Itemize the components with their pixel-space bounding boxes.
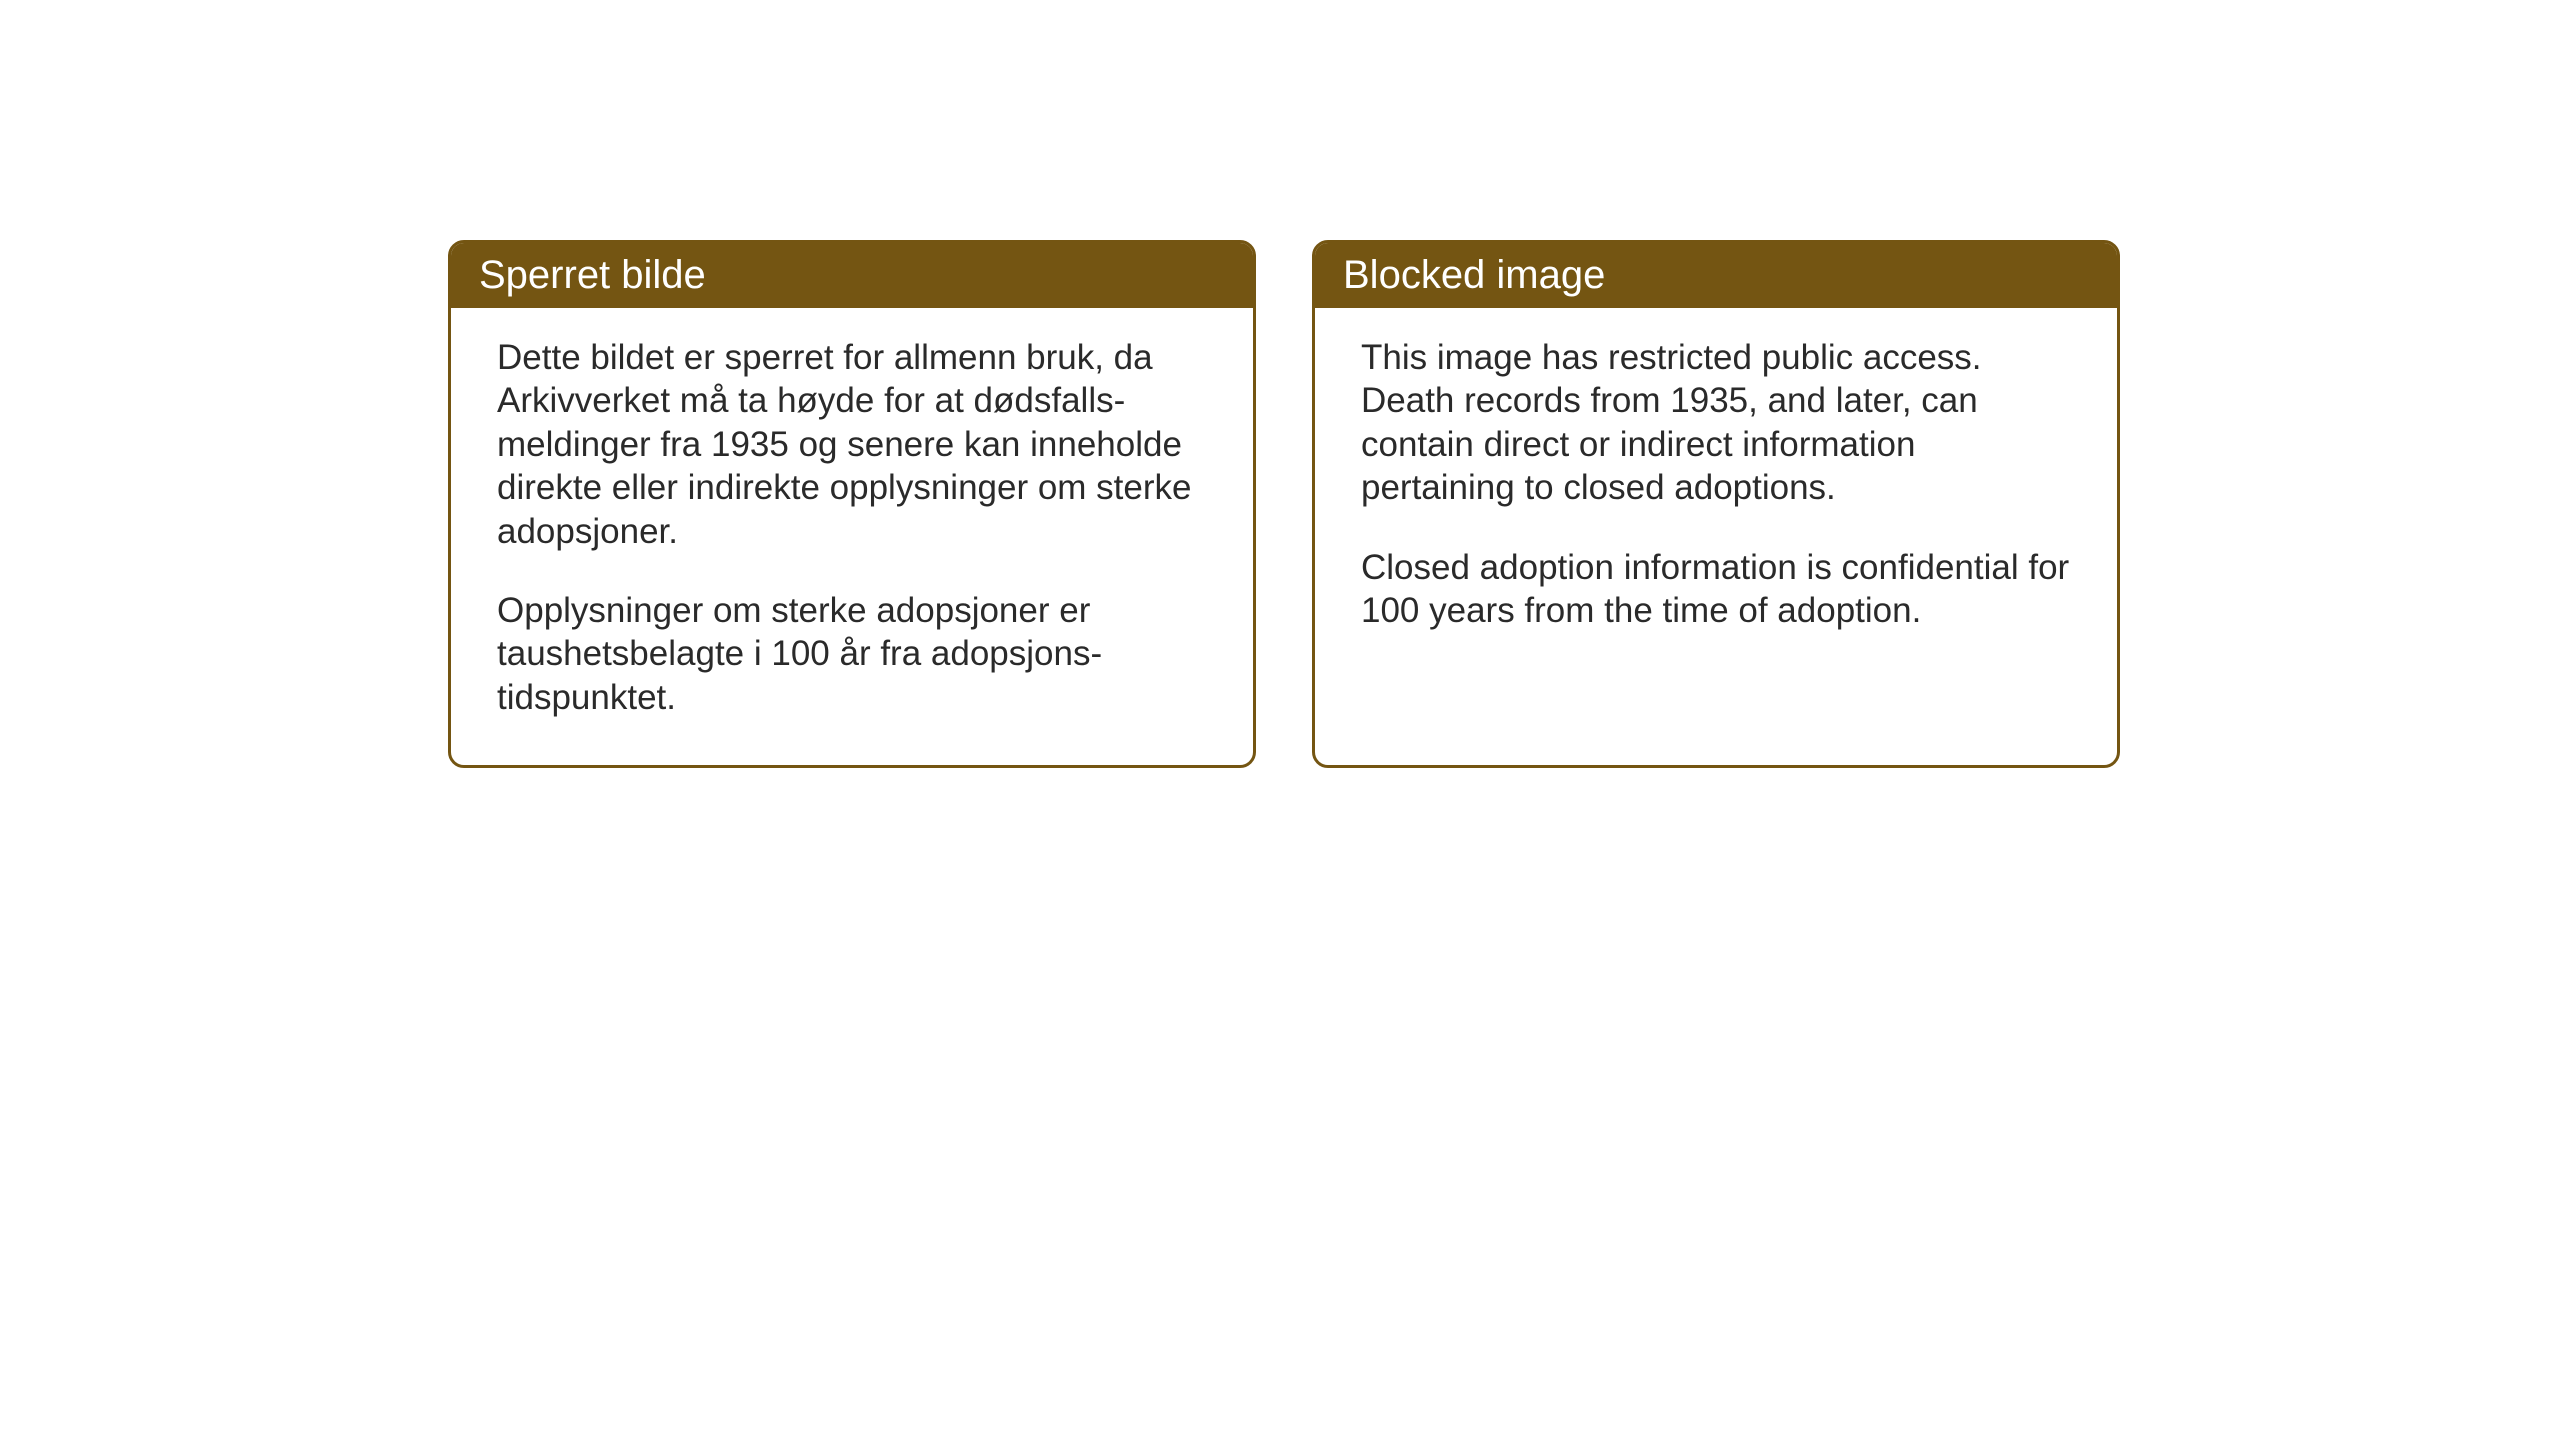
notice-paragraph-2-norwegian: Opplysninger om sterke adopsjoner er tau… bbox=[497, 589, 1207, 719]
notice-card-norwegian: Sperret bilde Dette bildet er sperret fo… bbox=[448, 240, 1256, 768]
notice-body-english: This image has restricted public access.… bbox=[1315, 308, 2117, 678]
notice-paragraph-1-norwegian: Dette bildet er sperret for allmenn bruk… bbox=[497, 336, 1207, 553]
notice-title-norwegian: Sperret bilde bbox=[479, 253, 706, 297]
notice-paragraph-2-english: Closed adoption information is confident… bbox=[1361, 546, 2071, 633]
notice-header-norwegian: Sperret bilde bbox=[451, 243, 1253, 308]
notice-title-english: Blocked image bbox=[1343, 253, 1605, 297]
notice-container: Sperret bilde Dette bildet er sperret fo… bbox=[448, 240, 2120, 768]
notice-paragraph-1-english: This image has restricted public access.… bbox=[1361, 336, 2071, 510]
notice-body-norwegian: Dette bildet er sperret for allmenn bruk… bbox=[451, 308, 1253, 765]
notice-card-english: Blocked image This image has restricted … bbox=[1312, 240, 2120, 768]
notice-header-english: Blocked image bbox=[1315, 243, 2117, 308]
